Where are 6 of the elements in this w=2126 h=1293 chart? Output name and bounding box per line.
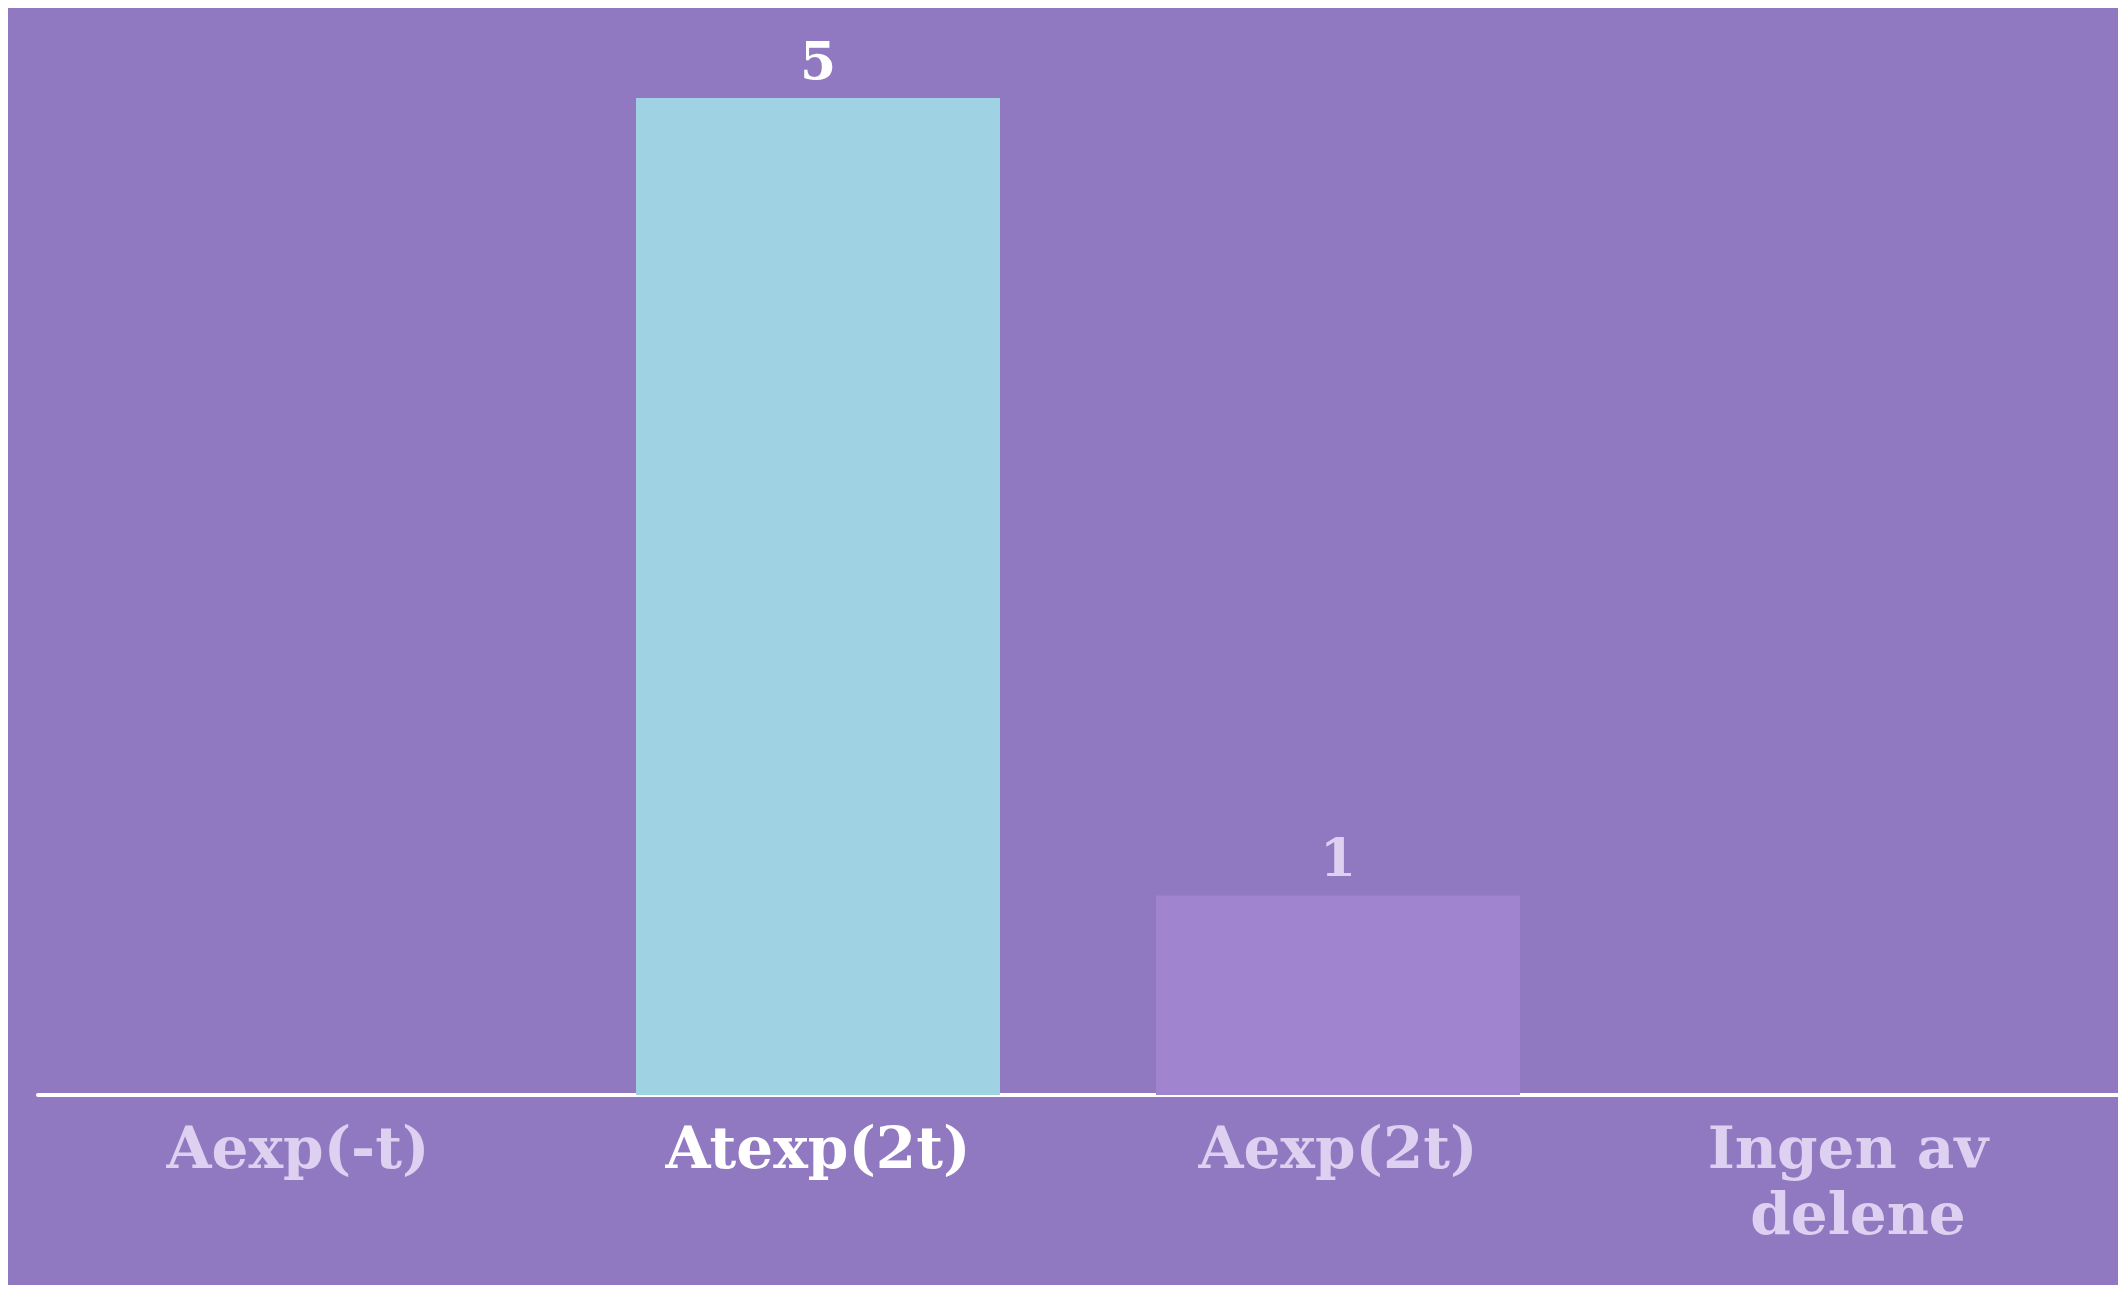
x-tick-label: Ingen av delene <box>1707 1114 2009 1248</box>
data-label: 5 <box>799 29 837 91</box>
data-label: 1 <box>1319 827 1357 889</box>
x-tick-label: Atexp(2t) <box>664 1114 971 1182</box>
x-tick-label: Aexp(-t) <box>165 1114 430 1182</box>
x-tick-label: Aexp(2t) <box>1197 1114 1478 1182</box>
